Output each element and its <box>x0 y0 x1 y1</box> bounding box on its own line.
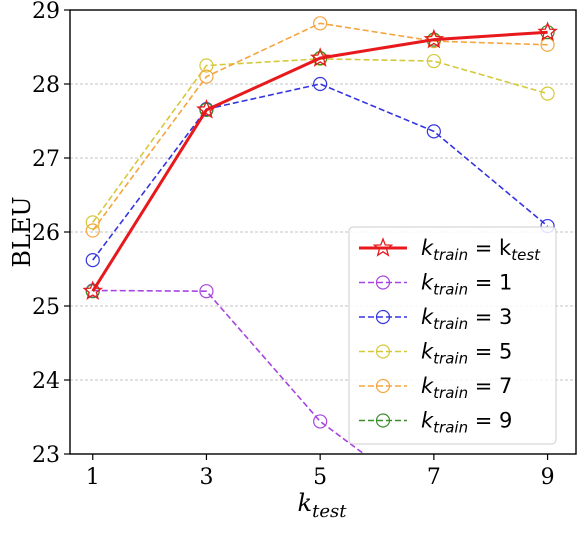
data-point <box>426 53 441 69</box>
legend-label: ktrain = ktest <box>421 236 541 264</box>
axis-ticks: 23 24 25 26 27 28 29 1 3 5 7 9 <box>32 0 555 490</box>
data-point <box>199 58 214 73</box>
legend-entry: ktrain = 7 <box>359 374 512 402</box>
data-point <box>313 414 328 429</box>
legend-box <box>348 226 557 445</box>
legend-entry: ktrain = 1 <box>359 271 512 299</box>
series-line <box>91 30 548 292</box>
x-tick-label: 3 <box>199 465 213 490</box>
series-line <box>92 22 548 231</box>
legend-label: ktrain = 1 <box>421 271 512 299</box>
legend-marker <box>375 413 391 428</box>
data-point <box>85 284 100 299</box>
data-point <box>537 21 558 41</box>
y-tick-label: 23 <box>32 443 60 468</box>
data-point <box>423 28 445 49</box>
legend-marker <box>375 309 391 325</box>
y-tick-label: 28 <box>32 73 60 98</box>
data-point <box>199 284 214 299</box>
data-point <box>82 280 104 300</box>
legend-marker <box>375 378 391 394</box>
y-tick-label: 26 <box>32 221 60 246</box>
data-point <box>199 69 214 84</box>
y-tick-label: 25 <box>32 295 60 320</box>
x-tick-label: 7 <box>427 465 441 490</box>
x-axis-label: ktest <box>298 489 348 522</box>
series-0 <box>82 21 558 300</box>
y-tick-label: 29 <box>32 0 60 24</box>
series-line <box>92 289 366 454</box>
legend-label: ktrain = 3 <box>421 305 512 333</box>
legend-entry: ktrain = 9 <box>359 409 512 437</box>
x-tick-label: 5 <box>313 465 327 490</box>
y-tick-label: 27 <box>32 147 60 172</box>
series-layer <box>82 16 558 512</box>
legend-label: ktrain = 7 <box>421 374 512 402</box>
series-3 <box>85 51 555 230</box>
data-point <box>85 223 100 238</box>
legend-label: ktrain = 9 <box>421 409 512 437</box>
legend-marker <box>375 344 391 359</box>
y-tick-label: 24 <box>32 369 60 394</box>
legend-label: ktrain = 5 <box>421 340 512 368</box>
data-point <box>313 16 328 31</box>
data-point <box>199 102 214 118</box>
series-line <box>92 83 549 261</box>
legend: ktrain = ktest ktrain = 1 ktrain = 3 ktrain… <box>348 226 557 445</box>
y-axis-label: BLEU <box>8 196 36 267</box>
legend-entry: ktrain = 5 <box>359 340 512 368</box>
series-line <box>92 58 548 223</box>
data-point <box>540 86 555 101</box>
legend-entry: ktrain = 3 <box>359 305 512 333</box>
legend-marker <box>372 237 394 257</box>
data-point <box>313 76 328 92</box>
data-point <box>427 499 440 512</box>
legend-marker <box>375 275 391 290</box>
data-point <box>196 99 217 119</box>
data-point <box>426 124 441 139</box>
data-point <box>309 47 331 67</box>
data-point <box>85 253 100 268</box>
legend-entry: ktrain = ktest <box>359 236 541 264</box>
x-tick-label: 1 <box>86 465 100 490</box>
x-tick-label: 9 <box>541 465 555 490</box>
